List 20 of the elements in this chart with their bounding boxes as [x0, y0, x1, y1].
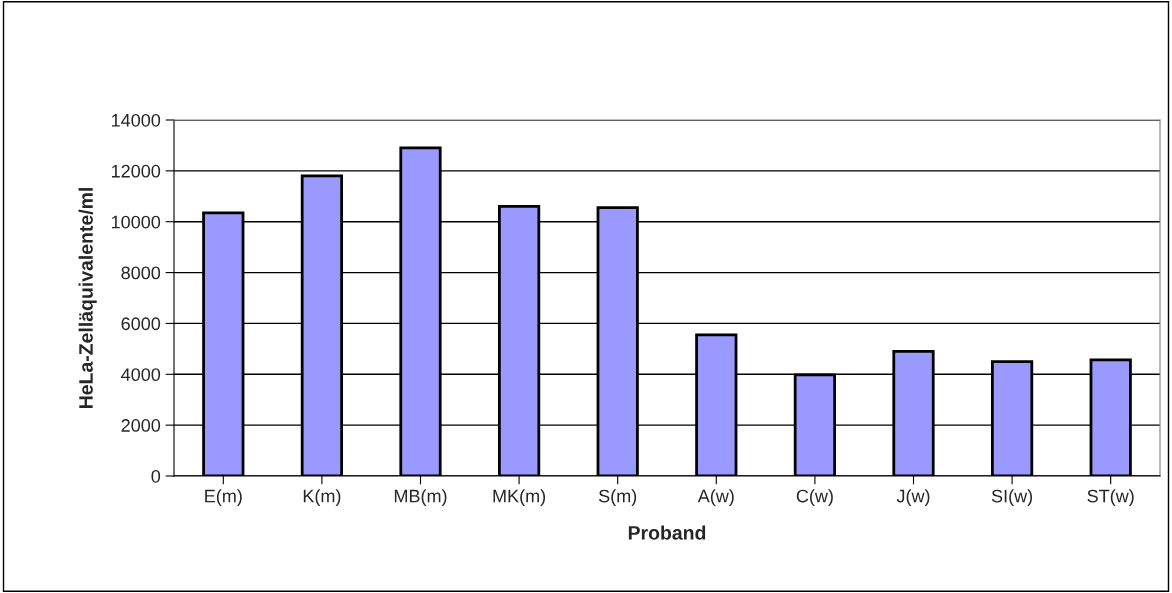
x-tick-label: SI(w)	[991, 489, 1033, 507]
y-tick-label: 4000	[121, 368, 161, 382]
x-tick-label: C(w)	[796, 489, 833, 507]
x-tick-label: MK(m)	[493, 489, 546, 507]
y-tick-label: 0	[151, 469, 161, 483]
y-tick-label: 10000	[111, 215, 161, 229]
x-tick-label: E(m)	[205, 489, 242, 507]
y-axis-title: HeLa-Zelläquivalente/ml	[78, 188, 97, 408]
y-tick-label: 8000	[121, 266, 161, 280]
y-tick-label: 12000	[111, 164, 161, 178]
x-tick-label: S(m)	[598, 489, 637, 507]
x-tick-label: K(m)	[303, 489, 341, 507]
x-tick-label: MB(m)	[394, 489, 447, 507]
x-tick-label: J(w)	[896, 489, 930, 507]
y-tick-label: 2000	[121, 419, 161, 432]
y-tick-label: 6000	[121, 317, 161, 331]
x-tick-label: ST(w)	[1087, 489, 1134, 507]
y-tick-label: 14000	[111, 113, 161, 127]
x-tick-label: A(w)	[697, 489, 734, 507]
x-axis-title: Proband	[628, 525, 706, 540]
